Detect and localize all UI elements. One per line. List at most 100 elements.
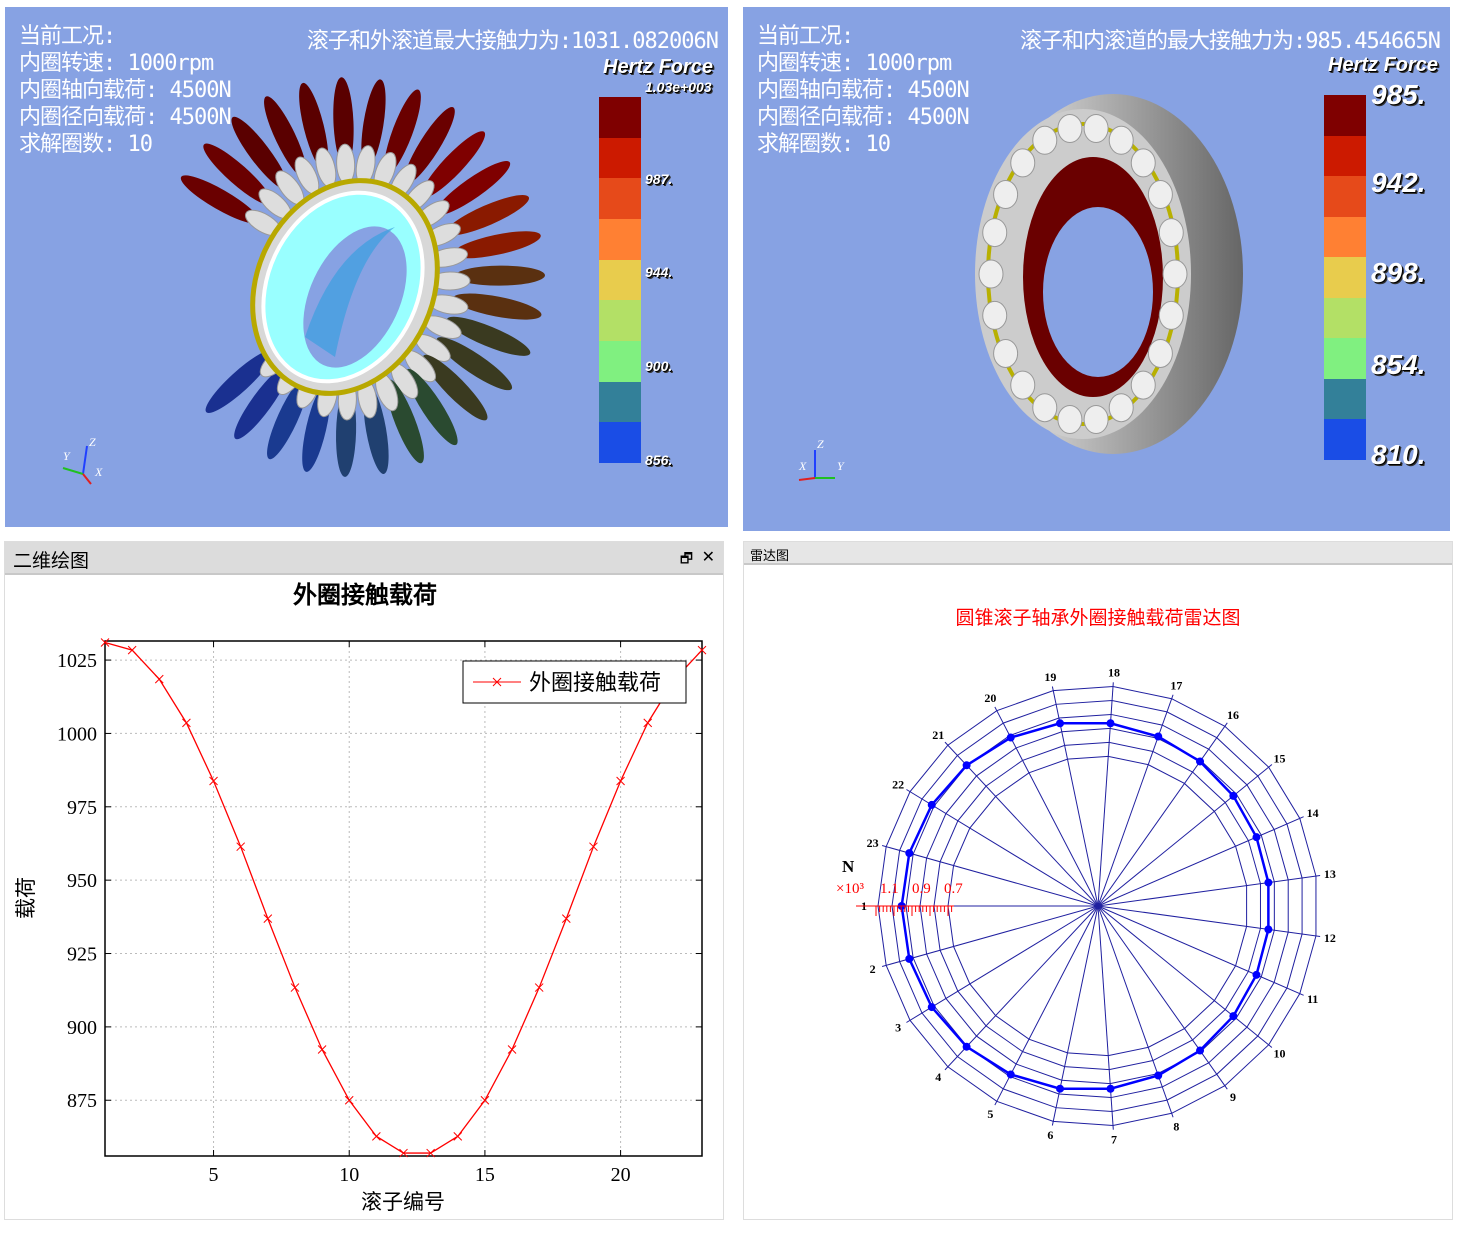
scale-tick-label: 1.1 (880, 881, 899, 897)
legend-swatch (599, 218, 641, 260)
load-petal (264, 96, 307, 178)
legend-title: Hertz Force (1328, 54, 1439, 76)
spoke-label: 18 (1108, 666, 1120, 680)
spoke-label: 21 (932, 728, 944, 742)
axis-x-label: X (798, 459, 807, 473)
load-petal (446, 316, 531, 356)
data-point (453, 1131, 463, 1141)
spoke-label: 11 (1307, 992, 1318, 1006)
data-point (643, 718, 653, 728)
load-petal (435, 161, 511, 216)
radar-point (1229, 1012, 1238, 1021)
scale-tick-label: 0.7 (944, 881, 963, 897)
radar-spoke (1097, 722, 1228, 907)
radar-point (927, 800, 936, 809)
axis-z-label: Z (89, 435, 96, 449)
panel-header: 二维绘图 🗗 ✕ (5, 542, 723, 575)
legend-marker (492, 677, 502, 687)
spoke-label: 8 (1173, 1119, 1179, 1133)
load-petal (405, 368, 458, 446)
roller (993, 338, 1019, 368)
x-tick-label: 10 (339, 1164, 359, 1186)
spoke-label: 7 (1111, 1132, 1117, 1146)
radar-point (927, 1003, 936, 1012)
y-tick-label: 925 (67, 944, 97, 966)
radar-point (962, 761, 971, 770)
legend-swatch (599, 97, 641, 138)
data-point (100, 638, 110, 647)
radar-point (1006, 733, 1015, 742)
roller (1032, 393, 1058, 423)
radar-spoke (1097, 905, 1273, 1048)
radar-spoke (1097, 816, 1304, 907)
load-petal (446, 195, 530, 236)
legend-swatch (1324, 338, 1366, 379)
radar-point (1252, 970, 1261, 979)
roller (1010, 148, 1036, 178)
load-petal (436, 337, 513, 391)
spoke-label: 16 (1227, 708, 1239, 722)
legend-swatch (1324, 297, 1366, 339)
spoke-label: 3 (895, 1021, 901, 1035)
radar-point (1264, 878, 1273, 887)
legend-label: 987. (645, 171, 673, 187)
load-petal (205, 350, 274, 413)
max-force-label: 滚子和外滚道最大接触力为:1031.082006N (306, 29, 719, 54)
roller (1057, 113, 1083, 143)
load-petal (180, 175, 260, 224)
axis-triad: Z Y X (62, 435, 103, 485)
y-tick-label: 900 (67, 1017, 97, 1039)
legend-swatch (599, 178, 641, 219)
load-petal (333, 77, 354, 168)
y-tick-label: 875 (67, 1090, 97, 1112)
load-petal (422, 354, 488, 421)
bearing-model (975, 94, 1243, 454)
radar-spoke (1097, 694, 1174, 907)
radar-spoke (1097, 905, 1174, 1118)
legend-label: 985. (1371, 79, 1426, 110)
y-tick-label: 975 (67, 797, 97, 819)
data-point (616, 776, 625, 786)
y-tick-label: 1025 (57, 650, 97, 672)
data-point (561, 914, 571, 923)
restore-icon[interactable]: 🗗 (679, 551, 693, 567)
condition-info: 当前工况: 内圈转速: 1000rpm 内圈轴向载荷: 4500N 内圈径向载荷… (19, 23, 232, 158)
info-line: 当前工况: (757, 24, 854, 49)
legend-max: 1.03e+003 (645, 79, 712, 95)
radar-panel: 雷达图 圆锥滚子轴承外圈接触载荷雷达图 1 2 3 4 5 6 7 8 9 10 11 12 13 14 15… (743, 541, 1453, 1220)
spoke-label: 13 (1324, 867, 1336, 881)
spoke-label: 9 (1230, 1090, 1236, 1104)
data-point (480, 1095, 490, 1105)
spoke-label: 4 (935, 1070, 941, 1084)
info-line: 求解圈数: 10 (757, 132, 891, 157)
data-point (236, 842, 246, 852)
roller (1158, 218, 1184, 248)
spoke-label: 19 (1044, 670, 1056, 684)
radar-point (1006, 1070, 1015, 1079)
data-point (290, 983, 300, 992)
close-icon[interactable]: ✕ (701, 547, 715, 566)
data-point (399, 1148, 408, 1158)
radar-point (1196, 1046, 1205, 1055)
data-point (317, 1045, 327, 1054)
roller (978, 259, 1004, 289)
y-axis-label: 载荷 (14, 877, 38, 919)
radar-point (1106, 719, 1115, 728)
scale-tick-label: 0.9 (912, 881, 931, 897)
roller (982, 218, 1008, 248)
roller (1147, 338, 1173, 368)
load-petal (231, 116, 288, 190)
radar-point (1056, 1084, 1065, 1093)
axis-z-label: Z (817, 437, 824, 451)
roller (1057, 405, 1083, 435)
condition-info: 当前工况: 内圈转速: 1000rpm 内圈轴向载荷: 4500N 内圈径向载荷… (757, 23, 970, 158)
load-petal (452, 231, 541, 259)
inner-race-3d-view[interactable]: 当前工况: 内圈转速: 1000rpm 内圈轴向载荷: 4500N 内圈径向载荷… (743, 7, 1450, 531)
roller (1083, 405, 1109, 435)
axis-x-label: X (94, 465, 103, 479)
load-petal (203, 143, 273, 206)
roller (993, 180, 1019, 210)
outer-race-3d-view[interactable]: 当前工况: 内圈转速: 1000rpm 内圈轴向载荷: 4500N 内圈径向载荷… (5, 7, 728, 527)
x-tick-label: 15 (475, 1164, 495, 1186)
roller (1010, 370, 1036, 400)
